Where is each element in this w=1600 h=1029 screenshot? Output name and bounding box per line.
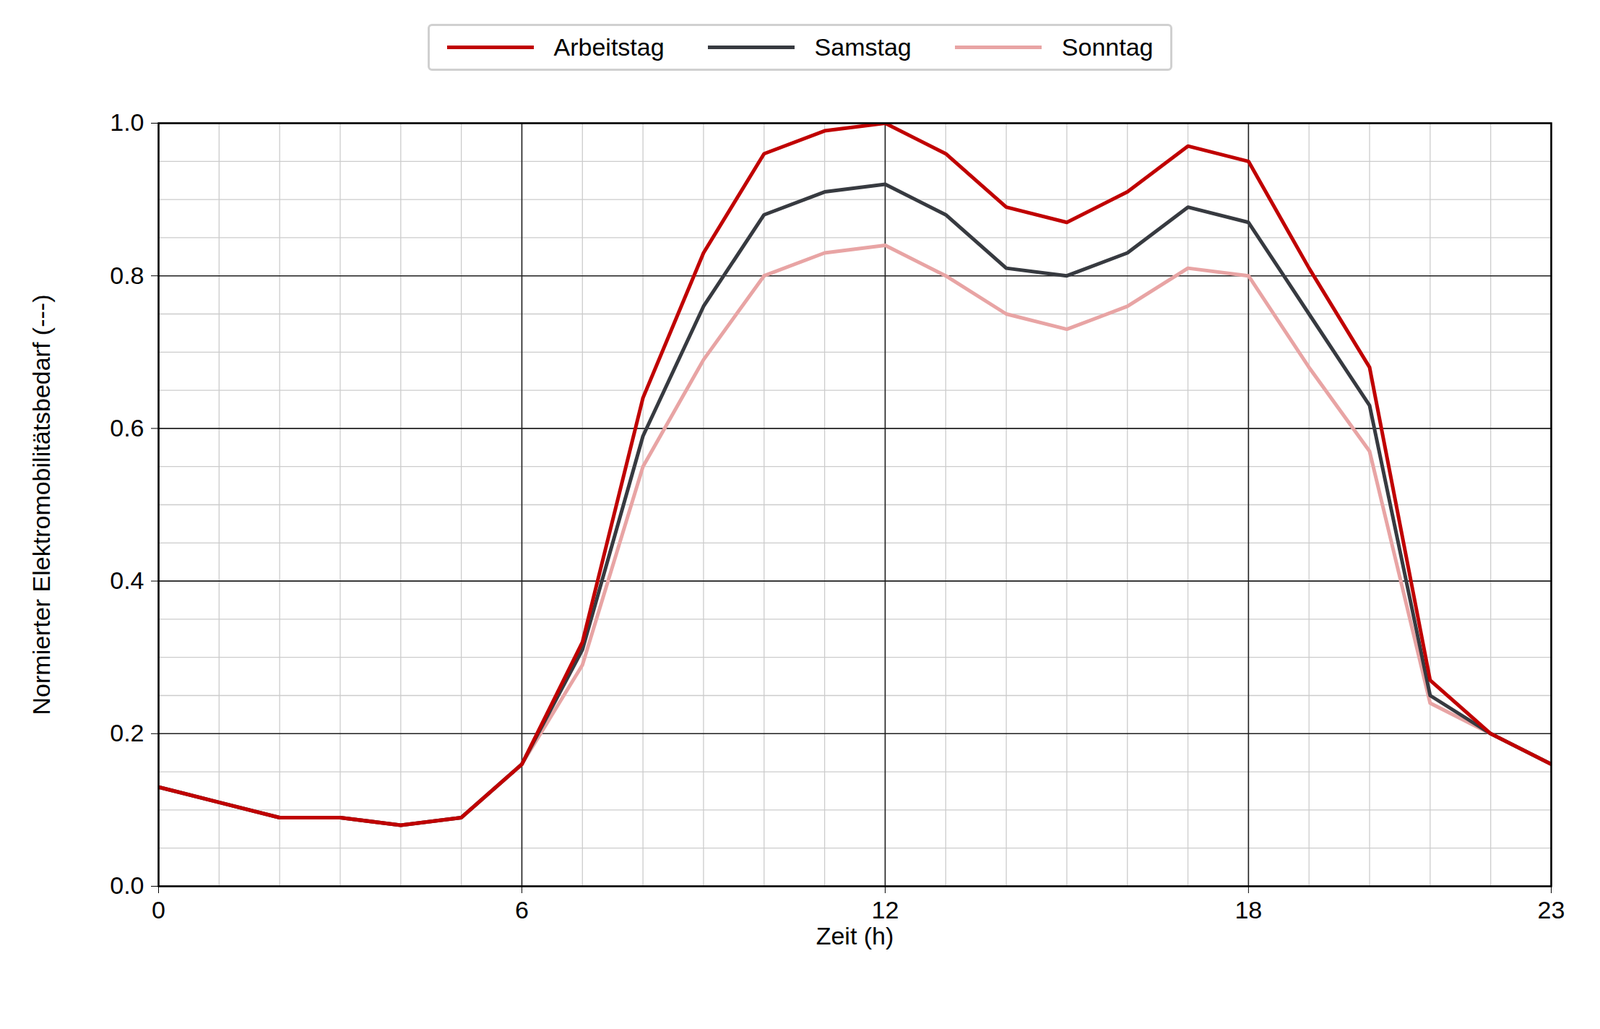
svg-text:Normierter Elektromobilitätsbe: Normierter Elektromobilitätsbedarf (---): [27, 294, 55, 716]
svg-text:6: 6: [515, 895, 529, 924]
html-text:Samstag: Samstag: [814, 32, 912, 61]
svg-text:0.0: 0.0: [109, 871, 144, 899]
svg-text:0: 0: [151, 895, 166, 924]
svg-text:0.8: 0.8: [109, 261, 144, 289]
html-text:Arbeitstag: Arbeitstag: [553, 32, 665, 61]
svg-text:0.6: 0.6: [109, 413, 144, 442]
svg-text:0.2: 0.2: [109, 718, 144, 747]
svg-text:Zeit (h): Zeit (h): [816, 921, 895, 950]
svg-text:1.0: 1.0: [109, 108, 144, 136]
svg-text:12: 12: [871, 895, 899, 924]
html-text:Sonntag: Sonntag: [1061, 32, 1154, 61]
svg-text:18: 18: [1234, 895, 1262, 924]
svg-text:0.4: 0.4: [109, 566, 144, 594]
svg-text:23: 23: [1537, 895, 1566, 924]
